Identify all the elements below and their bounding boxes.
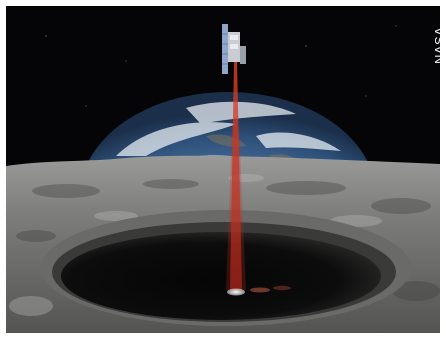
surface-texture	[9, 174, 440, 316]
laser-spot	[227, 285, 291, 296]
polar-crater	[41, 210, 411, 326]
star-field	[45, 25, 397, 107]
scene-artwork	[6, 6, 440, 333]
image-credit: NASA	[432, 26, 440, 64]
lunar-flashlight-spacecraft	[222, 24, 246, 74]
laser-beam	[226, 62, 246, 290]
lunar-scene-illustration: NASA	[6, 6, 440, 333]
